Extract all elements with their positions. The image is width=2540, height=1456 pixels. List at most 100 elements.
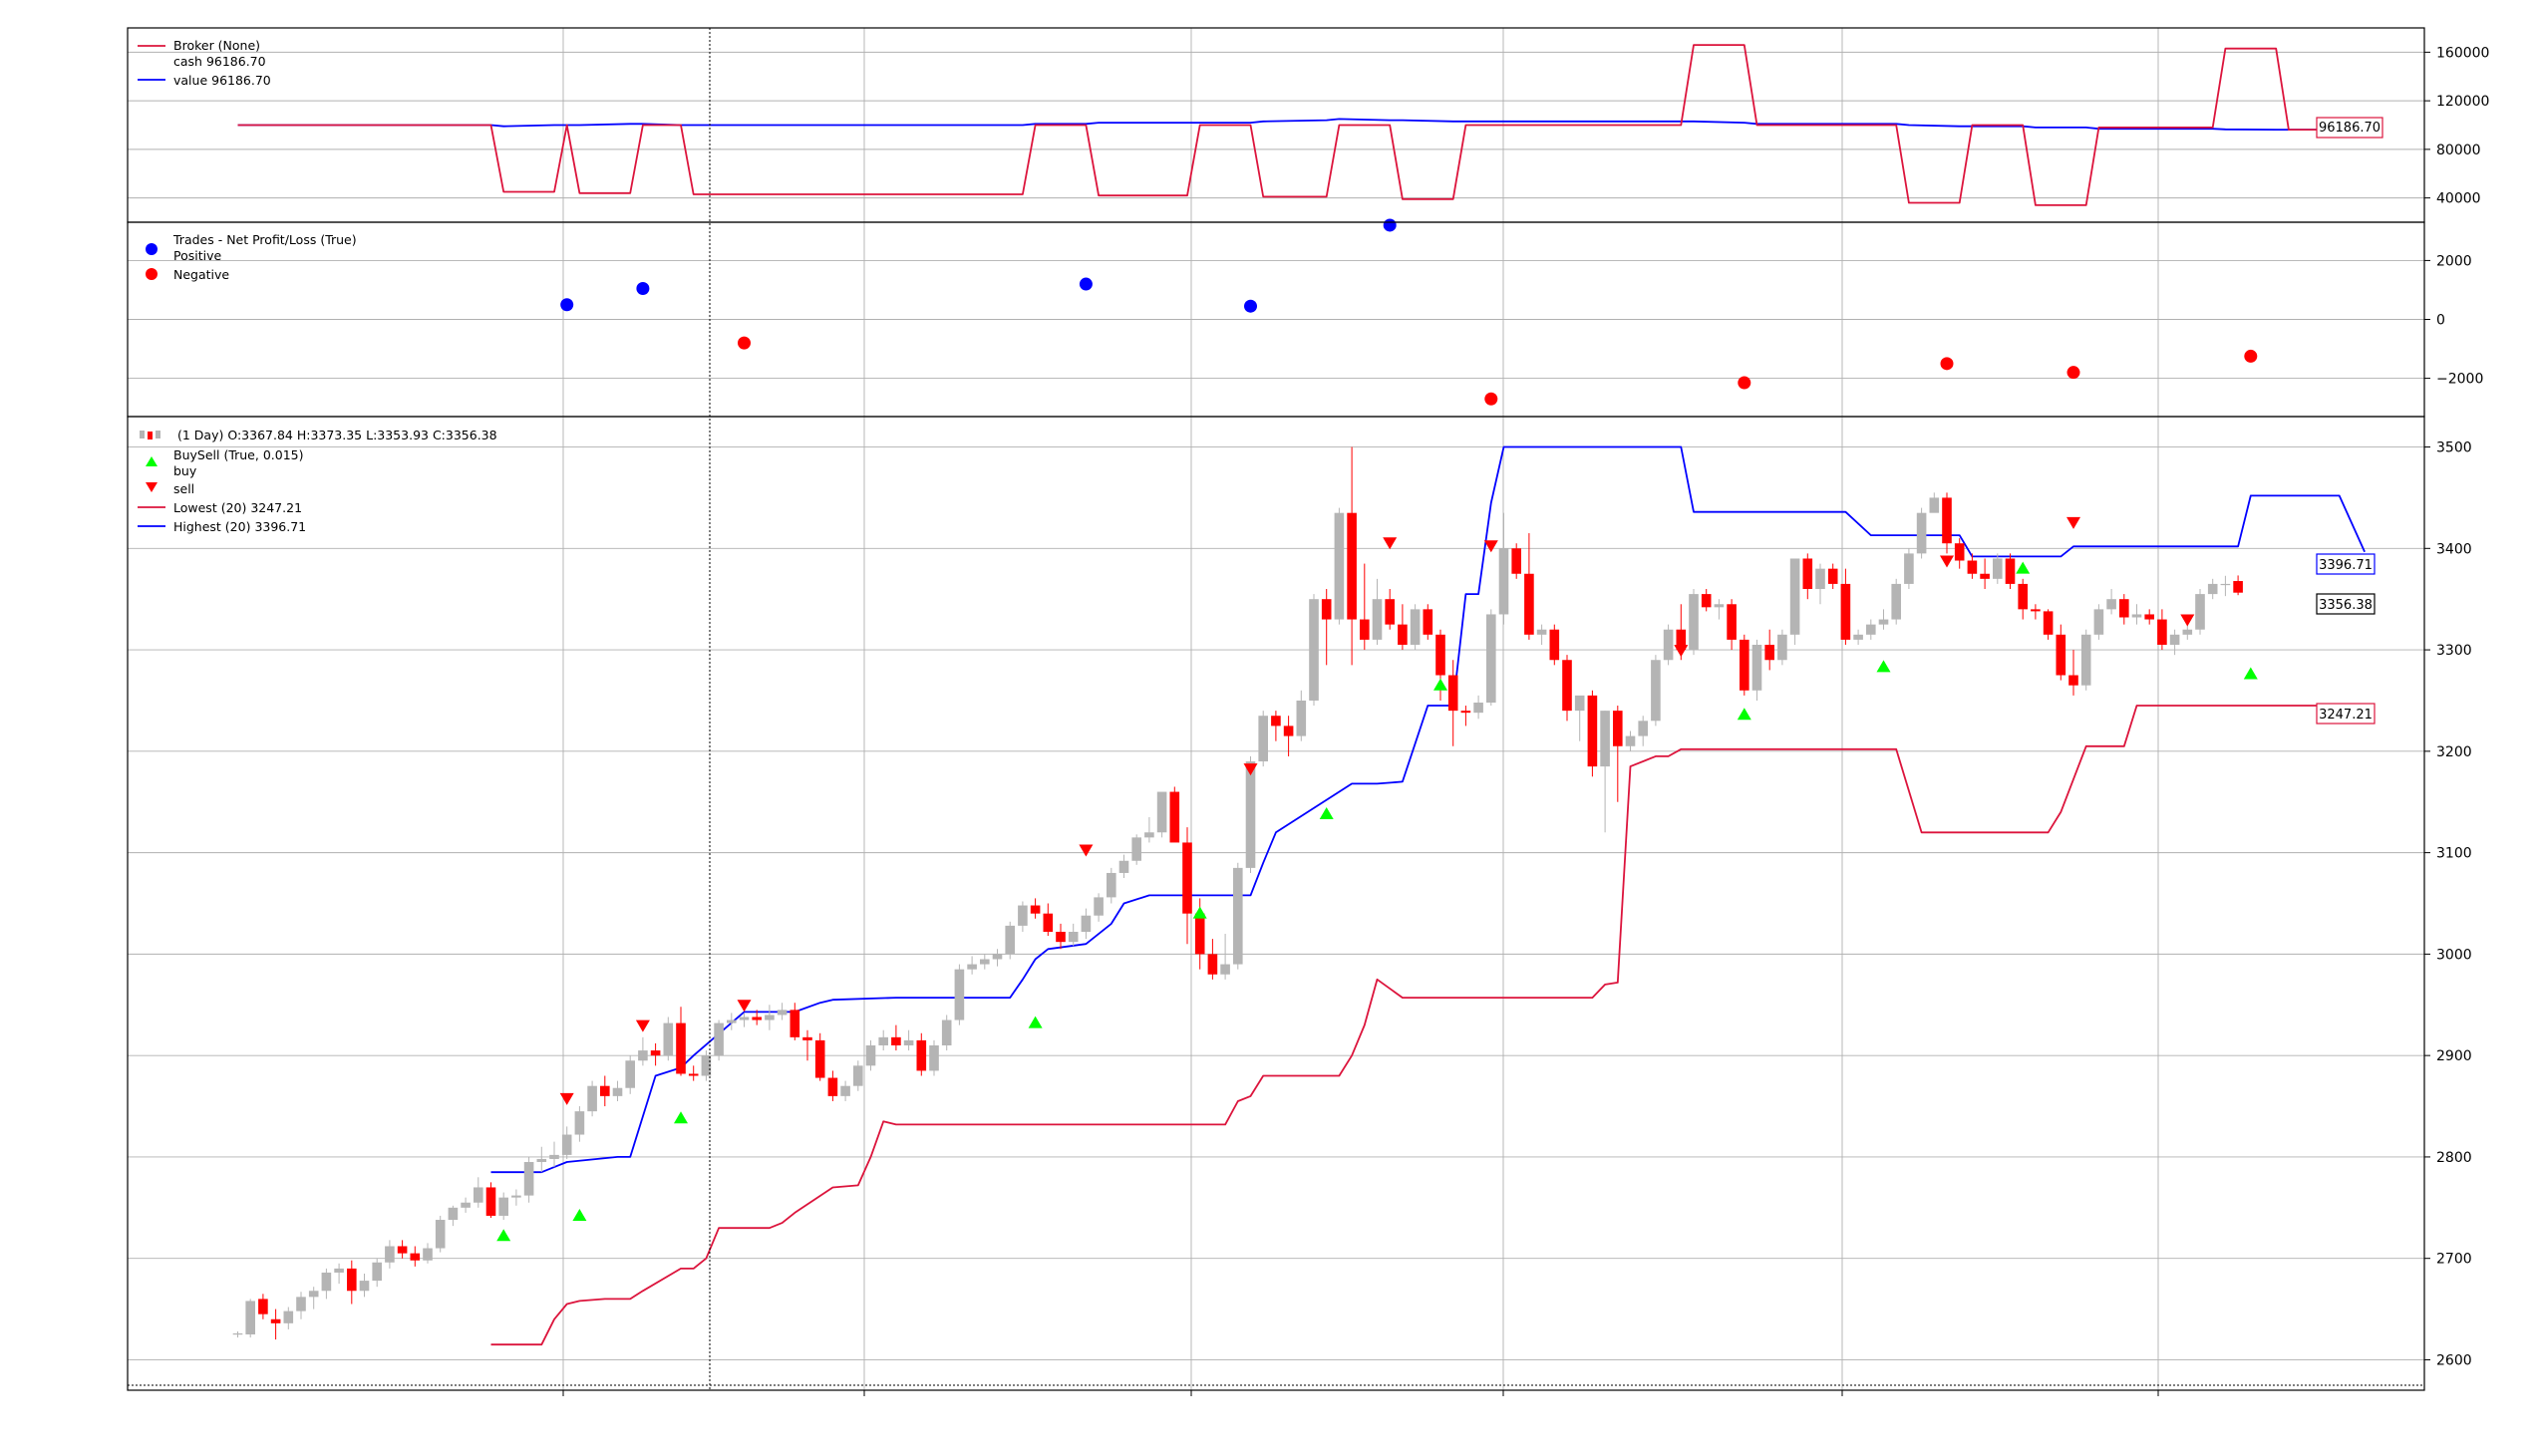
candle-body [1169,791,1180,843]
candle-body [1878,619,1889,625]
candle-body [2233,581,2243,593]
candle-body [232,1333,243,1335]
candle-body [435,1220,446,1249]
candle-body [296,1297,306,1311]
close-label-box [2316,593,2376,615]
price-gridlines [128,417,2424,1390]
trades-y-ticks: 2000 0 −2000 [2424,253,2483,388]
candle-body [1853,634,1863,640]
highest-label-box [2316,553,2376,575]
candle-body [878,1036,888,1045]
price-candles [232,446,2243,1340]
legend-buy-swatch [146,456,158,466]
broker-legend: Broker (None) cash 96186.70 value 96186.… [138,38,271,88]
broker-series [237,44,2366,206]
candle-body [1245,761,1256,868]
candle-body [1182,842,1192,914]
sell-marker [1674,645,1689,658]
candle-body [1005,925,1015,955]
y-tick-label: 3200 [2436,744,2472,760]
candle-body [1740,639,1749,691]
candle-body [549,1154,559,1159]
candle-body [347,1268,357,1292]
candle-body [2031,609,2041,612]
candle-body [954,969,965,1020]
y-tick-label: 2000 [2436,253,2472,269]
candle-body [1144,832,1154,838]
buy-marker [1433,678,1447,691]
sell-marker [2066,516,2080,529]
y-tick-label: 2900 [2436,1048,2472,1064]
candle-body [536,1158,547,1163]
y-tick-label: 2800 [2436,1150,2472,1166]
candle-body [840,1085,850,1096]
y-tick-label: 3000 [2436,947,2472,963]
candle-body [1410,609,1421,645]
positive-trade-point [636,281,650,295]
negative-trade-point [738,336,751,350]
candle-body [1258,716,1268,762]
candle-body [814,1039,825,1078]
legend-sell-swatch [146,482,158,492]
candle-body [1511,548,1521,574]
candle-body [676,1022,686,1074]
sell-marker [2180,614,2195,627]
trades-gridlines [128,222,2424,417]
candle-body [561,1134,572,1155]
candle-body [245,1301,255,1335]
legend-positive-label: Positive [173,248,221,263]
candle-body [1296,700,1307,736]
negative-trade-point [1738,376,1751,390]
buy-marker [2243,667,2258,680]
broker-gridlines [128,28,2424,222]
candle-body [1789,558,1800,635]
candle-body [2005,558,2016,584]
sell-marker [1243,763,1258,776]
price-buy-sell-markers [496,516,2258,1242]
candle-body [1866,624,1876,635]
y-tick-label: 40000 [2436,191,2481,207]
positive-trade-point [560,298,574,312]
candle-body [410,1253,421,1261]
candle-body [423,1248,433,1261]
candle-body [2056,634,2066,676]
candle-body [1587,695,1598,767]
candle-body [1929,497,1940,513]
candle-body [739,1017,750,1020]
candle-body [1372,599,1383,640]
candle-body [802,1036,812,1040]
candle-body [1967,560,1978,574]
buy-marker [572,1208,587,1221]
candle-body [1638,721,1648,736]
sell-marker [1383,537,1398,550]
lowest-label-text: 3247.21 [2319,708,2373,723]
legend-negative-swatch [146,268,158,280]
candle-body [1385,599,1395,625]
candle-body [2169,634,2180,645]
negative-trade-point [1484,392,1498,406]
trades-legend: Trades - Net Profit/Loss (True) Positive… [146,232,357,282]
sell-marker [1483,540,1498,553]
candle-body [929,1044,939,1071]
value-line [237,118,2366,132]
candle-body [574,1111,585,1135]
price-legend: (1 Day) O:3367.84 H:3373.35 L:3353.93 C:… [138,428,497,534]
legend-cash-label: cash 96186.70 [173,54,266,69]
candle-body [612,1087,623,1096]
candle-body [2144,614,2154,620]
negative-trade-point [2244,349,2258,363]
candle-body [1993,558,2003,579]
y-tick-label: 3500 [2436,440,2472,456]
broker-panel: 160000 120000 80000 40000 96186.70 Broker (… [127,27,2489,223]
candle-body [1727,604,1737,640]
lowest-label-box [2316,703,2376,725]
candle-body [1347,512,1357,620]
candle-body [688,1073,699,1076]
legend-positive-swatch [146,243,158,255]
candle-body [1486,614,1496,703]
candle-body [663,1022,674,1056]
candle-body [1613,711,1623,746]
positive-trade-point [1079,277,1093,291]
close-label-text: 3356.38 [2319,598,2373,613]
candle-body [1460,711,1471,714]
